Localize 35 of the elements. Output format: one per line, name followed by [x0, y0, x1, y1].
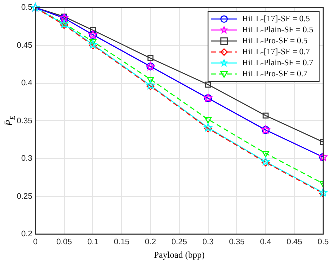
x-tick-label: 0.25: [172, 237, 188, 246]
y-tick-label: 0.35: [16, 116, 34, 126]
x-tick-label: 0.1: [88, 237, 100, 246]
x-tick-label: 0: [33, 237, 38, 246]
point: [204, 117, 212, 124]
x-tick-label: 0.35: [229, 237, 246, 246]
point: [90, 40, 97, 46]
legend-label: HiLL-Plain-SF = 0.5: [242, 24, 314, 35]
x-tick-label: 0.3: [202, 237, 214, 246]
y-tick-label: 0.45: [16, 40, 34, 50]
y-tick-label: 0.5: [21, 3, 34, 12]
x-tick-label: 0.5: [318, 237, 330, 246]
legend-label: HiLL-[17]-SF = 0.5: [242, 14, 310, 24]
point: [262, 151, 270, 158]
legend-label: HiLL-Pro-SF = 0.7: [242, 68, 308, 79]
x-axis-title: Payload (bpp): [154, 250, 205, 260]
x-tick-label: 0.45: [286, 237, 303, 246]
point: [147, 77, 154, 84]
legend-label: HiLL-Plain-SF = 0.7: [242, 58, 314, 68]
x-tick-label: 0.2: [145, 237, 157, 246]
y-tick-label: 0.2: [21, 230, 34, 239]
x-tick-label: 0.4: [260, 237, 272, 246]
x-tick-label: 0.15: [114, 237, 130, 246]
point: [90, 27, 96, 34]
y-tick-label: 0.25: [16, 192, 34, 201]
point: [148, 55, 154, 62]
y-tick-label: 0.4: [21, 78, 34, 88]
point: [319, 152, 328, 162]
point: [205, 82, 212, 88]
point: [319, 188, 328, 197]
point: [262, 112, 269, 119]
x-tick-label: 0.05: [56, 237, 73, 246]
y-tick-label: 0.3: [21, 154, 34, 164]
legend-label: HiLL-[17]-SF = 0.7: [242, 46, 310, 57]
legend-label: HiLL-Pro-SF = 0.5: [242, 36, 308, 46]
